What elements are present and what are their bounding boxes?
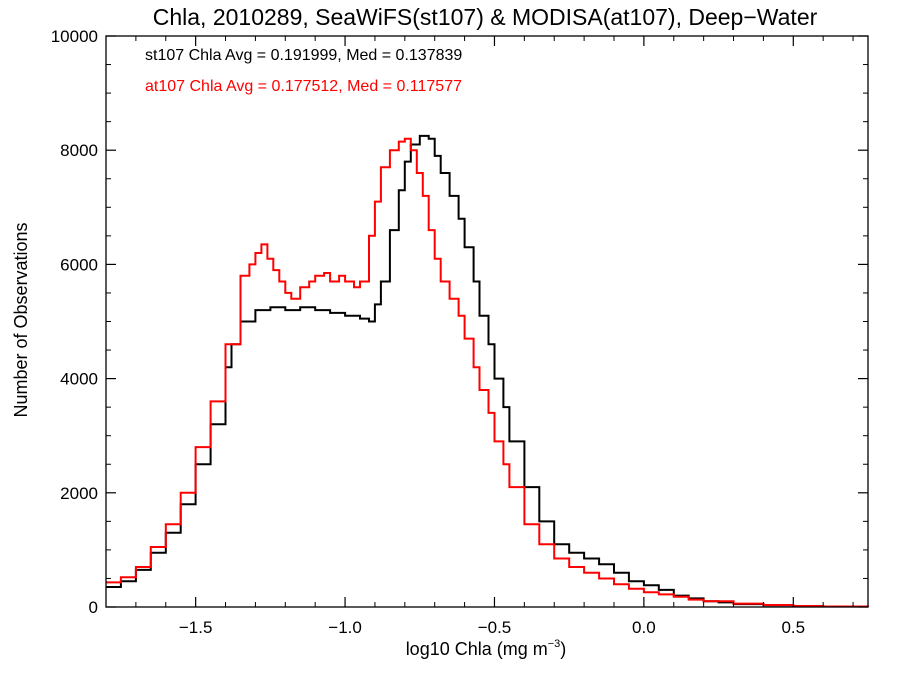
y-tick-label: 6000 — [60, 255, 98, 274]
x-tick-label: −1.0 — [328, 618, 362, 637]
plot-frame — [105, 35, 869, 608]
series-layer — [106, 134, 869, 608]
x-tick-label: −1.5 — [179, 618, 213, 637]
y-tick-label: 4000 — [60, 370, 98, 389]
x-tick-label: 0.0 — [632, 618, 656, 637]
y-tick-label: 2000 — [60, 484, 98, 503]
legend-annotations: st107 Chla Avg = 0.191999, Med = 0.13783… — [145, 47, 462, 95]
chart-title: Chla, 2010289, SeaWiFS(st107) & MODISA(a… — [153, 4, 818, 30]
x-axis-label-main: log10 Chla (mg m — [406, 639, 548, 659]
y-tick-label: 8000 — [60, 141, 98, 160]
x-tick-label: 0.5 — [781, 618, 805, 637]
series-line-at107 — [106, 137, 869, 608]
ticks-layer: −1.5 −1.0 −0.5 0.0 0.5 0 2000 4000 6000 8000 10000 — [51, 27, 868, 637]
series-line-st107 — [106, 134, 869, 608]
x-axis-label: log10 Chla (mg m−3) — [406, 638, 567, 659]
x-tick-label: −0.5 — [478, 618, 512, 637]
y-axis-label: Number of Observations — [11, 222, 31, 417]
annotation-at107: at107 Chla Avg = 0.177512, Med = 0.11757… — [145, 78, 462, 95]
x-axis-label-superscript: −3 — [548, 638, 561, 650]
y-tick-label: 0 — [89, 598, 98, 617]
annotation-st107: st107 Chla Avg = 0.191999, Med = 0.13783… — [145, 47, 462, 64]
y-tick-label: 10000 — [51, 27, 98, 46]
x-axis-label-end: ) — [560, 639, 566, 659]
